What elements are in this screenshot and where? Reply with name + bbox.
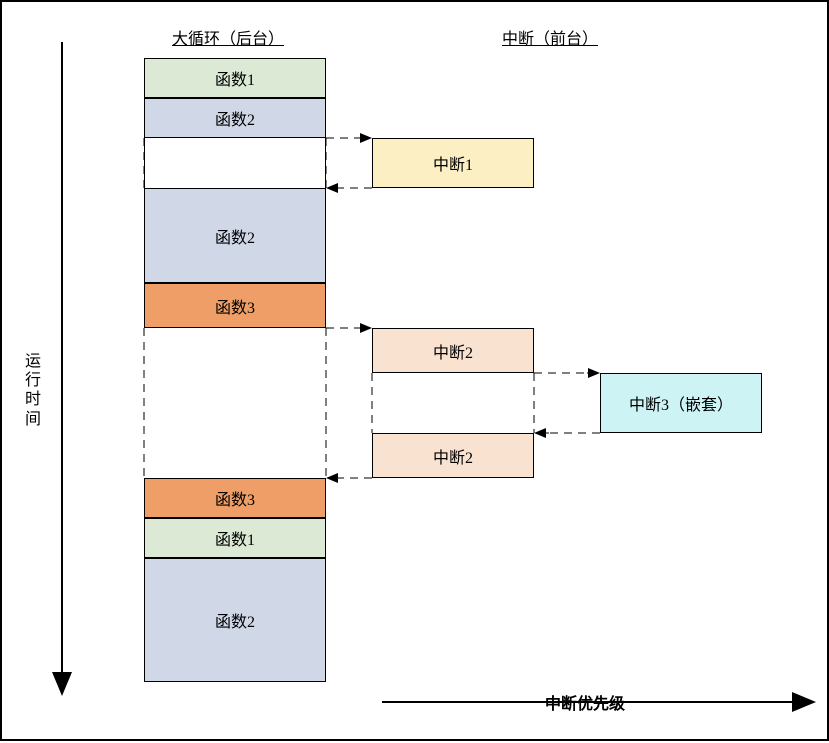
block-func3-a: 函数3	[144, 283, 326, 328]
y-axis-label: 运行时间	[24, 352, 42, 429]
block-func1-b: 函数1	[144, 518, 326, 558]
block-func3-b: 函数3	[144, 478, 326, 518]
header-foreground: 中断（前台）	[502, 25, 598, 49]
header-background: 大循环（后台）	[172, 25, 284, 49]
block-func2-c: 函数2	[144, 558, 326, 682]
block-func2-a: 函数2	[144, 98, 326, 138]
block-int1: 中断1	[372, 138, 534, 188]
block-func1-a: 函数1	[144, 58, 326, 98]
x-axis-label: 中断优先级	[545, 690, 625, 714]
block-int2-a: 中断2	[372, 328, 534, 373]
block-func2-b: 函数2	[144, 188, 326, 283]
diagram-container: 大循环（后台） 中断（前台） 运行时间 函数1 函数2 函数2 函数3 函数3 …	[0, 0, 829, 741]
block-int3: 中断3（嵌套）	[600, 373, 762, 433]
block-int2-b: 中断2	[372, 433, 534, 478]
